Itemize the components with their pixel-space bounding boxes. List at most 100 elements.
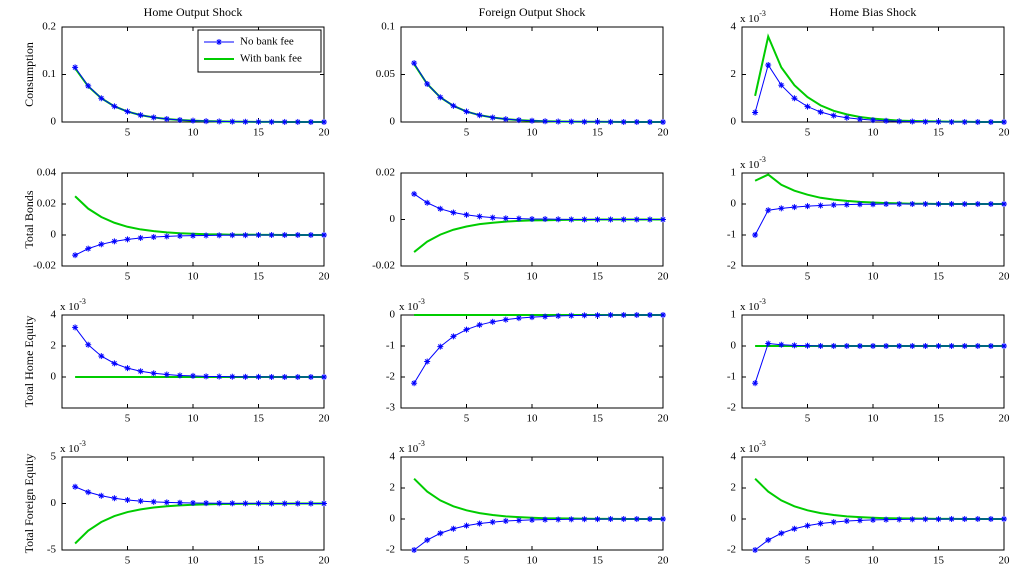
marker-stroke [464, 523, 469, 529]
legend-label: With bank fee [240, 53, 302, 65]
marker-stroke [85, 83, 91, 89]
marker-stroke [411, 191, 417, 197]
marker [568, 516, 575, 523]
x-tick-label: 10 [527, 271, 539, 283]
marker-stroke [896, 201, 902, 207]
marker [778, 341, 785, 348]
axes-frame [61, 172, 325, 267]
marker-stroke [450, 210, 456, 215]
x-tick-label: 10 [188, 555, 200, 567]
marker-stroke [321, 119, 327, 125]
axes-frame [400, 456, 664, 551]
marker-stroke [844, 518, 850, 524]
marker [437, 343, 444, 350]
marker-stroke [581, 217, 587, 222]
x-tick-label: 5 [464, 271, 470, 283]
marker [242, 118, 249, 125]
x-tick-label: 10 [527, 555, 539, 567]
x-tick-label: 20 [319, 127, 331, 139]
marker-stroke [229, 500, 235, 506]
marker [555, 216, 562, 223]
marker [307, 500, 314, 507]
marker [529, 216, 535, 223]
marker [594, 118, 601, 125]
x-tick-label: 15 [933, 271, 945, 283]
marker [896, 118, 903, 125]
marker [476, 321, 483, 328]
marker [922, 343, 929, 349]
subplot-title: Home Output Shock [144, 5, 243, 19]
marker [883, 516, 890, 523]
marker-stroke [634, 516, 640, 522]
marker-stroke [555, 216, 561, 222]
marker-stroke [765, 537, 771, 543]
marker-stroke [844, 115, 850, 121]
marker [633, 119, 640, 125]
x-tick-label: 5 [464, 555, 470, 567]
legend-box [197, 29, 322, 73]
y-tick-label: 2 [731, 482, 737, 494]
y-axis-label: Total Foreign Equity [22, 454, 36, 554]
marker-stroke [936, 119, 941, 125]
marker-stroke [477, 322, 483, 328]
marker-stroke [269, 501, 275, 506]
marker-stroke [490, 115, 496, 120]
marker [124, 236, 131, 243]
marker [124, 108, 131, 115]
marker [870, 201, 876, 208]
marker-stroke [542, 118, 548, 124]
marker [856, 343, 863, 349]
marker-stroke [595, 217, 600, 222]
marker-stroke [883, 517, 889, 523]
marker [111, 360, 118, 367]
marker [935, 516, 942, 523]
x-tick-label: 15 [253, 127, 265, 139]
y-tick-label: 4 [51, 309, 57, 321]
marker [620, 312, 627, 318]
x-tick-label: 10 [188, 271, 200, 283]
marker-stroke [308, 501, 314, 506]
marker-stroke [464, 212, 469, 218]
marker [476, 112, 483, 119]
marker [974, 343, 981, 349]
marker [961, 343, 968, 349]
marker [830, 519, 837, 526]
y-tick-label: 0.02 [37, 198, 56, 210]
marker-stroke [752, 380, 758, 386]
marker-stroke [464, 327, 469, 333]
x-tick-label: 20 [999, 271, 1011, 283]
marker-stroke [203, 118, 209, 124]
y-scale-base: x 10 [60, 443, 80, 455]
y-scale-base: x 10 [740, 301, 760, 313]
marker [502, 518, 509, 525]
marker [883, 117, 890, 124]
marker [163, 116, 170, 123]
marker [255, 232, 262, 238]
marker [203, 118, 210, 125]
marker-stroke [503, 518, 509, 524]
y-tick-label: 4 [731, 21, 737, 33]
marker-stroke [424, 200, 430, 206]
marker-stroke [269, 119, 275, 125]
marker [502, 215, 509, 222]
marker [843, 114, 850, 121]
y-tick-label: 2 [390, 482, 396, 494]
marker [935, 201, 942, 207]
marker [515, 517, 522, 524]
marker-stroke [164, 116, 170, 122]
marker-stroke [190, 373, 196, 379]
marker [150, 370, 157, 377]
marker-stroke [477, 521, 483, 526]
marker-stroke [870, 517, 876, 523]
marker-stroke [542, 216, 548, 222]
marker [896, 516, 903, 523]
marker [203, 373, 210, 380]
marker-stroke [516, 117, 522, 123]
axes-frame [741, 26, 1005, 123]
marker-stroke [216, 118, 222, 124]
marker [190, 232, 196, 239]
marker [594, 516, 601, 523]
marker [216, 232, 223, 239]
marker [856, 116, 863, 123]
